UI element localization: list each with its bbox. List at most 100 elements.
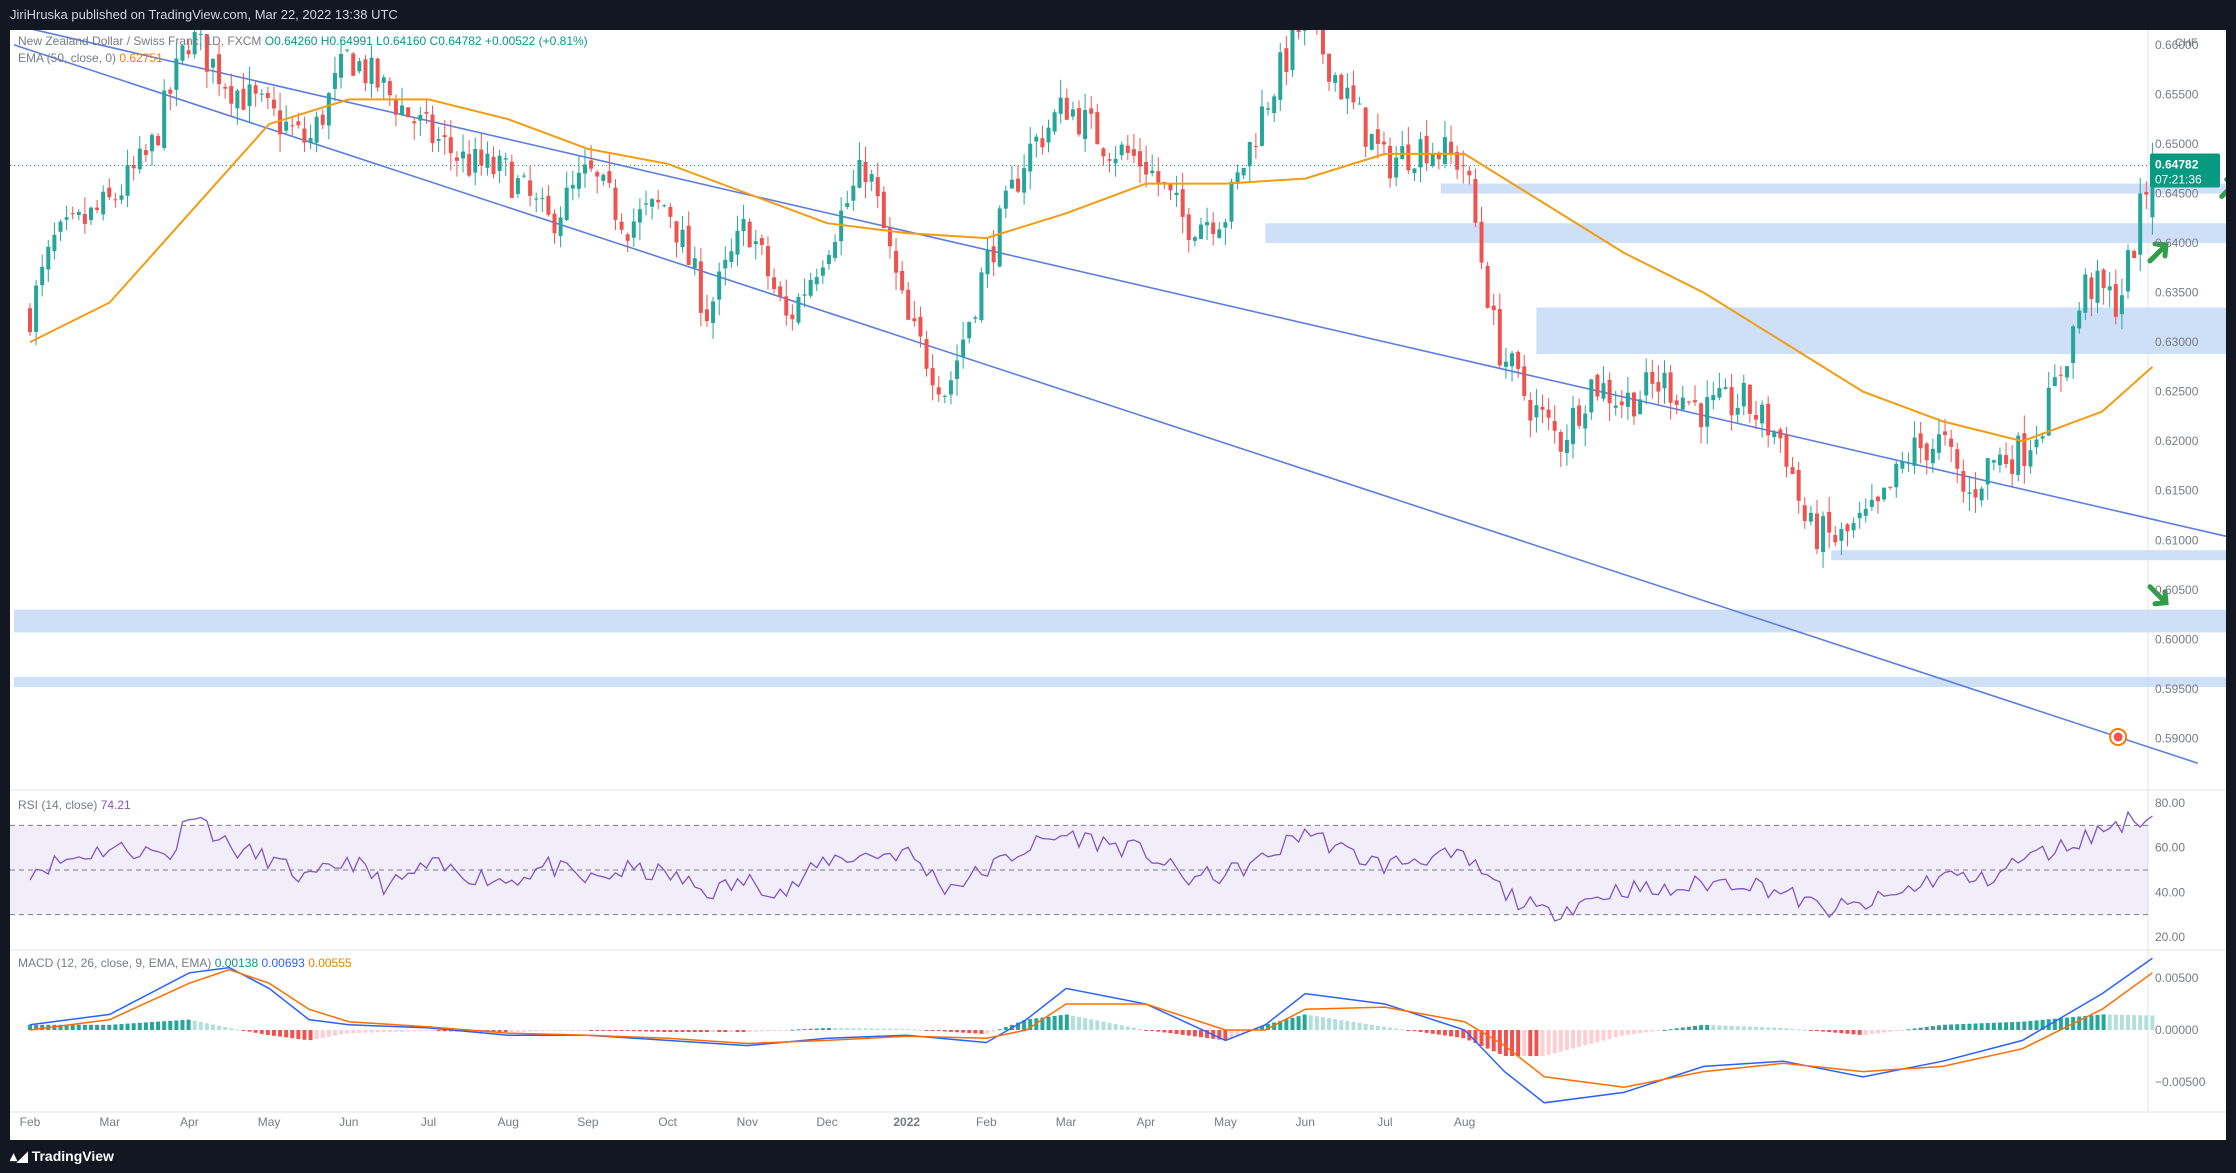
candle-body bbox=[851, 185, 856, 201]
candle-body bbox=[101, 191, 106, 215]
macd-histogram-bar bbox=[881, 1028, 886, 1030]
macd-histogram-bar bbox=[1058, 1015, 1063, 1030]
macd-histogram-bar bbox=[582, 1030, 587, 1031]
candle-body bbox=[1705, 397, 1710, 427]
candle-body bbox=[955, 360, 960, 379]
time-tick-label: Jul bbox=[421, 1115, 436, 1129]
macd-histogram-bar bbox=[1930, 1026, 1935, 1030]
candle-body bbox=[2077, 310, 2082, 329]
macd-histogram-bar bbox=[613, 1030, 618, 1031]
chart-svg[interactable]: 0.66000 0.65500 0.65000 0.64500 0.64000 0.635… bbox=[10, 0, 2236, 1140]
macd-histogram-bar bbox=[1644, 1030, 1649, 1033]
macd-histogram-bar bbox=[1375, 1025, 1380, 1030]
candle-body bbox=[125, 165, 130, 196]
ema-value: 0.62751 bbox=[119, 51, 163, 65]
time-tick-label: Feb bbox=[20, 1115, 41, 1129]
macd-histogram-bar bbox=[894, 1028, 899, 1030]
macd-histogram-bar bbox=[747, 1030, 752, 1032]
candle-body bbox=[503, 158, 508, 160]
macd-histogram-bar bbox=[1485, 1030, 1490, 1049]
candle-body bbox=[1211, 222, 1216, 235]
macd-histogram-bar bbox=[491, 1030, 496, 1032]
macd-histogram-bar bbox=[1381, 1026, 1386, 1030]
candle-body bbox=[1406, 144, 1411, 171]
macd-histogram-bar bbox=[692, 1030, 697, 1033]
macd-histogram-bar bbox=[759, 1030, 764, 1032]
time-tick-label: Apr bbox=[180, 1115, 199, 1129]
macd-histogram-bar bbox=[717, 1030, 722, 1033]
candle-body bbox=[412, 121, 417, 124]
candle-body bbox=[1266, 108, 1271, 110]
tradingview-logo[interactable]: ▴◢ TradingView bbox=[10, 1148, 114, 1165]
macd-histogram-bar bbox=[1095, 1020, 1100, 1030]
macd-histogram-bar bbox=[509, 1030, 514, 1032]
candle-body bbox=[339, 53, 344, 78]
candle-body bbox=[436, 138, 441, 141]
macd-histogram-bar bbox=[1778, 1027, 1783, 1030]
macd-histogram-bar bbox=[643, 1030, 648, 1032]
macd-histogram-bar bbox=[1772, 1027, 1777, 1030]
candle-body bbox=[717, 271, 722, 300]
candle-body bbox=[662, 205, 667, 207]
macd-histogram-bar bbox=[1052, 1015, 1057, 1030]
macd-histogram-bar bbox=[1845, 1030, 1850, 1034]
macd-histogram-bar bbox=[1461, 1030, 1466, 1039]
macd-histogram-bar bbox=[70, 1024, 75, 1030]
arrow-stroke bbox=[2147, 584, 2169, 607]
candle-body bbox=[198, 33, 203, 35]
candle-body bbox=[1064, 97, 1069, 120]
macd-histogram-bar bbox=[34, 1024, 39, 1030]
candle-body bbox=[948, 380, 953, 395]
macd-histogram-bar bbox=[534, 1030, 539, 1032]
macd-histogram-bar bbox=[223, 1027, 228, 1030]
chart-area[interactable]: 0.66000 0.65500 0.65000 0.64500 0.64000 0.635… bbox=[10, 0, 2236, 1140]
candle-body bbox=[131, 164, 136, 169]
macd-histogram-bar bbox=[1510, 1030, 1515, 1056]
candle-body bbox=[64, 217, 69, 220]
candle-body bbox=[278, 110, 283, 135]
macd-label: MACD (12, 26, close, 9, EMA, EMA) bbox=[18, 956, 212, 970]
candle-body bbox=[393, 99, 398, 115]
candle-body bbox=[1497, 309, 1502, 366]
macd-histogram-bar bbox=[357, 1030, 362, 1033]
macd-histogram-bar bbox=[369, 1030, 374, 1033]
macd-histogram-bar bbox=[1632, 1030, 1637, 1034]
macd-histogram-bar bbox=[1308, 1015, 1313, 1030]
price-tick-label: 0.64000 bbox=[2155, 236, 2199, 250]
candle-body bbox=[985, 249, 990, 275]
macd-histogram-bar bbox=[168, 1020, 173, 1030]
candle-body bbox=[284, 121, 289, 131]
candle-body bbox=[229, 86, 234, 104]
rsi-legend: RSI (14, close) 74.21 bbox=[18, 798, 131, 812]
publish-header: JiriHruska published on TradingView.com,… bbox=[0, 0, 2236, 30]
macd-histogram-bar bbox=[662, 1030, 667, 1032]
last-price-value: 0.64782 bbox=[2155, 158, 2199, 172]
macd-histogram-bar bbox=[2132, 1015, 2137, 1030]
price-tick-label: 0.66000 bbox=[2155, 38, 2199, 52]
macd-histogram-bar bbox=[418, 1030, 423, 1032]
candle-body bbox=[1619, 401, 1624, 406]
macd-histogram-bar bbox=[1900, 1030, 1905, 1031]
rsi-tick-label: 80.00 bbox=[2155, 796, 2185, 810]
candle-body bbox=[497, 155, 502, 171]
candle-body bbox=[906, 289, 911, 320]
macd-histogram-bar bbox=[1339, 1020, 1344, 1030]
candle-body bbox=[1180, 189, 1185, 217]
macd-histogram-bar bbox=[1839, 1030, 1844, 1034]
candle-body bbox=[2101, 269, 2106, 289]
candle-body bbox=[332, 72, 337, 89]
macd-histogram-bar bbox=[1363, 1023, 1368, 1030]
candle-body bbox=[1979, 488, 1984, 501]
macd-histogram-bar bbox=[1857, 1030, 1862, 1035]
candle-body bbox=[711, 301, 716, 324]
macd-histogram-bar bbox=[1266, 1024, 1271, 1030]
candle-body bbox=[2150, 165, 2155, 218]
candle-body bbox=[1083, 110, 1088, 140]
macd-histogram-bar bbox=[967, 1030, 972, 1034]
candle-body bbox=[1888, 486, 1893, 488]
candle-body bbox=[1113, 158, 1118, 164]
macd-histogram-bar bbox=[918, 1029, 923, 1031]
candle-body bbox=[1217, 229, 1222, 238]
candle-body bbox=[778, 286, 783, 297]
macd-histogram-bar bbox=[674, 1030, 679, 1033]
